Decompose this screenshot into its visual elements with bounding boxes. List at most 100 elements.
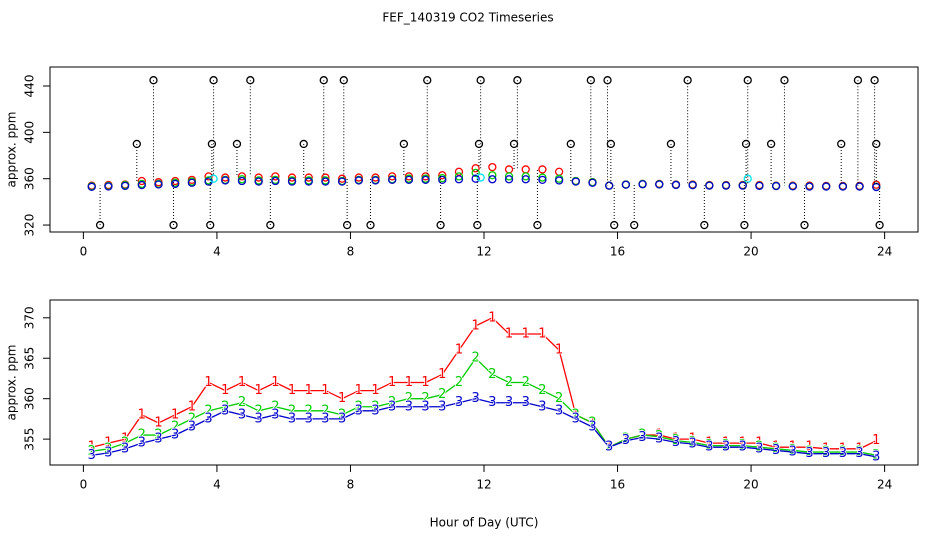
point	[872, 139, 881, 149]
point-marker: 1	[689, 432, 697, 447]
point-marker: 2	[839, 445, 847, 460]
point	[287, 173, 297, 182]
x-tick-label: 16	[610, 478, 625, 492]
point-marker: 3	[772, 443, 780, 458]
point	[743, 76, 752, 85]
point	[743, 174, 752, 183]
point	[204, 172, 213, 181]
point-marker: 1	[238, 375, 246, 390]
x-tick-label: 24	[877, 245, 892, 259]
point	[132, 139, 141, 149]
point-marker: 2	[305, 403, 313, 418]
point-marker: 2	[88, 444, 96, 459]
point-marker: 3	[338, 411, 346, 426]
point-marker: 3	[255, 411, 263, 426]
point-marker: 2	[421, 391, 429, 406]
point-marker: 3	[672, 435, 680, 450]
point-marker: 2	[321, 403, 329, 418]
point	[388, 172, 397, 181]
point	[454, 175, 464, 184]
point-marker: 2	[822, 445, 830, 460]
point	[337, 177, 347, 186]
point-marker: 1	[705, 436, 713, 451]
point-marker: 1	[255, 383, 263, 398]
point	[371, 176, 380, 185]
point-marker: 1	[171, 407, 179, 422]
point-marker: 1	[839, 441, 847, 456]
x-tick-label: 0	[80, 245, 88, 259]
point	[521, 172, 530, 181]
point-marker: 1	[805, 440, 813, 455]
point-marker: 2	[355, 399, 363, 414]
y-tick-label: 370	[23, 306, 37, 329]
point	[246, 76, 255, 85]
y-tick-label: 320	[23, 214, 37, 237]
point	[221, 176, 230, 185]
point-marker: 3	[288, 411, 296, 426]
point-marker: 3	[204, 411, 212, 426]
point-marker: 2	[455, 375, 463, 390]
point	[805, 182, 814, 191]
point	[321, 177, 330, 186]
point-marker: 2	[188, 411, 196, 426]
point	[237, 172, 247, 181]
point	[271, 176, 280, 186]
point	[95, 220, 105, 230]
point-marker: 2	[238, 395, 246, 410]
point	[207, 139, 217, 149]
point-marker: 2	[755, 440, 763, 455]
point-marker: 3	[472, 391, 480, 406]
point	[741, 139, 751, 149]
x-tick-label: 0	[80, 478, 88, 492]
point	[588, 178, 597, 187]
point-marker: 3	[455, 395, 463, 410]
point-marker: 1	[388, 375, 396, 390]
point	[476, 76, 485, 85]
point-marker: 1	[204, 375, 212, 390]
point	[554, 176, 564, 185]
point	[603, 76, 612, 85]
point-marker: 2	[388, 395, 396, 410]
point-marker: 1	[305, 383, 313, 398]
point-marker: 1	[555, 343, 563, 358]
point	[504, 175, 514, 184]
point-marker: 1	[472, 318, 480, 333]
point	[154, 180, 163, 189]
point-marker: 3	[689, 436, 697, 451]
point	[104, 182, 113, 191]
point	[671, 180, 681, 190]
x-tick-label: 8	[347, 245, 355, 259]
point-marker: 2	[789, 443, 797, 458]
point-marker: 3	[588, 419, 596, 434]
point-marker: 3	[171, 428, 179, 443]
point	[788, 182, 797, 191]
point-marker: 3	[755, 441, 763, 456]
point	[853, 76, 863, 85]
point	[630, 220, 639, 230]
point	[149, 76, 158, 85]
point-marker: 3	[572, 411, 580, 426]
point	[621, 180, 631, 189]
point	[571, 177, 580, 186]
point	[700, 220, 709, 230]
point-marker: 1	[188, 399, 196, 414]
figure-title: FEF_140319 CO2 Timeseries	[382, 11, 553, 25]
point	[354, 173, 363, 182]
point-marker: 2	[204, 403, 212, 418]
point-marker: 2	[271, 399, 279, 414]
point	[421, 175, 430, 185]
point-marker: 1	[321, 383, 329, 398]
point	[488, 162, 497, 172]
point	[399, 139, 409, 149]
x-tick-label: 24	[877, 478, 892, 492]
x-tick-label: 12	[476, 478, 491, 492]
point-marker: 1	[154, 415, 162, 430]
point	[538, 173, 547, 182]
point-marker: 2	[154, 428, 162, 443]
point	[605, 181, 614, 190]
point	[254, 173, 263, 182]
point-marker: 1	[288, 383, 296, 398]
point-marker: 1	[655, 428, 663, 443]
point-marker: 3	[138, 436, 146, 451]
